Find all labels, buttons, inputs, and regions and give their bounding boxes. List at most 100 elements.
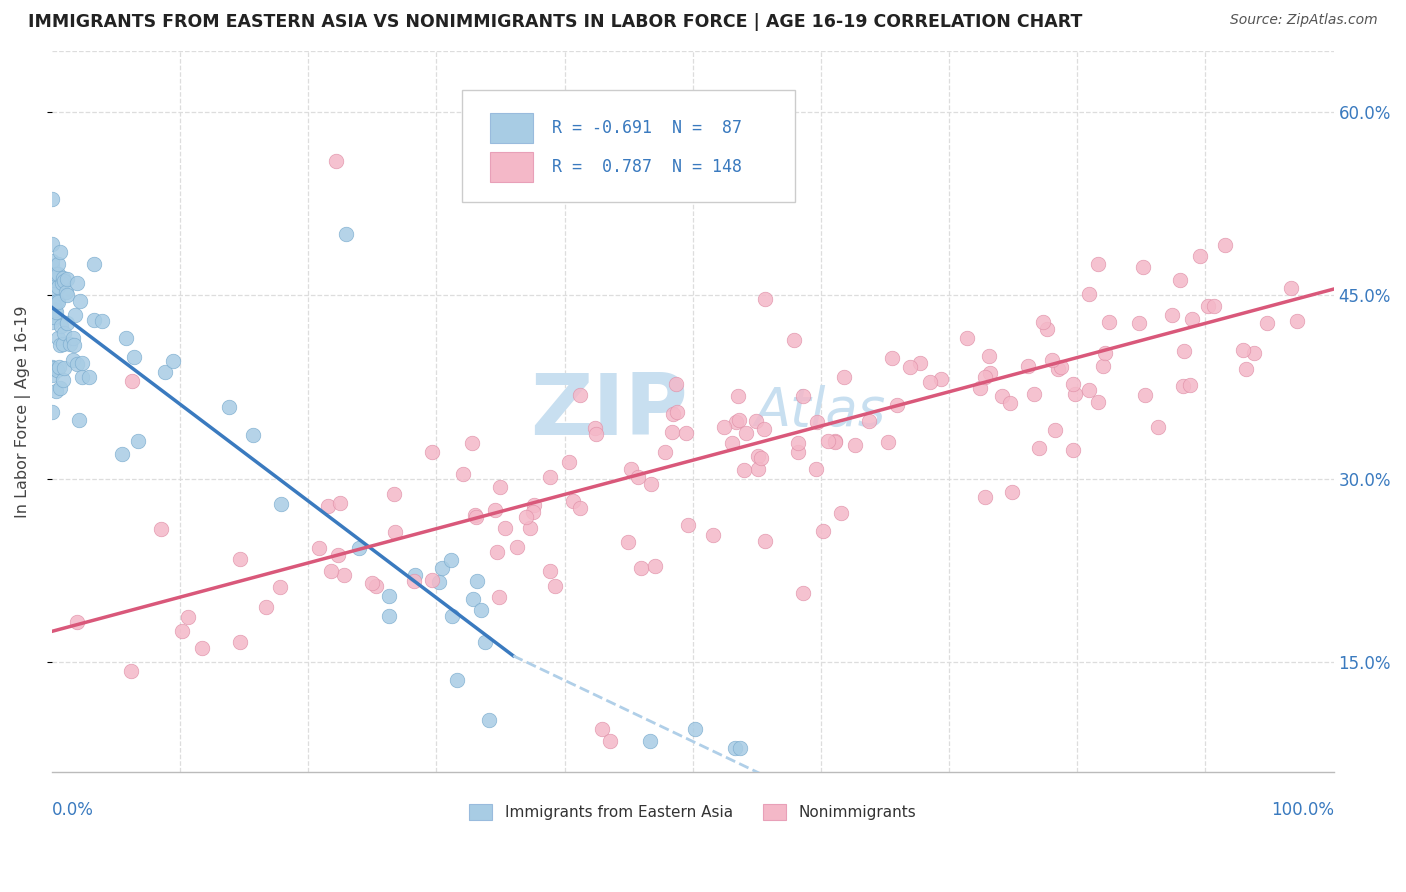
Immigrants from Eastern Asia	[44, 310, 66, 325]
Nonimmigrants	[792, 586, 814, 600]
Immigrants from Eastern Asia	[46, 331, 69, 345]
Immigrants from Eastern Asia	[446, 673, 468, 688]
Nonimmigrants	[1092, 359, 1115, 373]
Immigrants from Eastern Asia	[53, 326, 76, 340]
Immigrants from Eastern Asia	[45, 305, 67, 319]
Nonimmigrants	[908, 356, 931, 370]
Nonimmigrants	[844, 437, 866, 451]
Immigrants from Eastern Asia	[49, 245, 72, 260]
Nonimmigrants	[713, 420, 735, 434]
Immigrants from Eastern Asia	[122, 350, 145, 364]
Text: R =  0.787  N = 148: R = 0.787 N = 148	[551, 158, 742, 176]
Nonimmigrants	[880, 351, 903, 365]
Immigrants from Eastern Asia	[162, 354, 184, 368]
Nonimmigrants	[325, 153, 347, 168]
Immigrants from Eastern Asia	[83, 257, 105, 271]
Nonimmigrants	[66, 615, 89, 630]
Nonimmigrants	[538, 564, 561, 578]
Immigrants from Eastern Asia	[478, 713, 501, 727]
Text: 100.0%: 100.0%	[1271, 801, 1334, 819]
Nonimmigrants	[1063, 386, 1085, 401]
Nonimmigrants	[1285, 314, 1308, 328]
Immigrants from Eastern Asia	[70, 370, 93, 384]
Nonimmigrants	[561, 493, 583, 508]
Nonimmigrants	[974, 370, 997, 384]
Immigrants from Eastern Asia	[45, 384, 67, 399]
Nonimmigrants	[1050, 360, 1073, 375]
Nonimmigrants	[484, 503, 506, 517]
Nonimmigrants	[489, 480, 512, 494]
Immigrants from Eastern Asia	[48, 360, 70, 375]
Text: 0.0%: 0.0%	[52, 801, 94, 819]
Nonimmigrants	[1135, 388, 1157, 402]
Nonimmigrants	[830, 506, 852, 520]
Nonimmigrants	[488, 591, 510, 605]
Nonimmigrants	[1087, 395, 1109, 409]
Immigrants from Eastern Asia	[724, 740, 747, 755]
Immigrants from Eastern Asia	[41, 405, 63, 419]
Nonimmigrants	[120, 664, 142, 678]
Immigrants from Eastern Asia	[66, 357, 89, 371]
Nonimmigrants	[665, 376, 688, 391]
Nonimmigrants	[727, 389, 749, 403]
Nonimmigrants	[172, 624, 194, 638]
Nonimmigrants	[979, 366, 1001, 380]
Nonimmigrants	[519, 521, 541, 535]
Immigrants from Eastern Asia	[427, 575, 450, 590]
Nonimmigrants	[1047, 361, 1070, 376]
Immigrants from Eastern Asia	[41, 259, 63, 273]
Nonimmigrants	[229, 635, 252, 649]
Nonimmigrants	[811, 524, 834, 538]
Nonimmigrants	[1189, 249, 1212, 263]
Nonimmigrants	[745, 414, 768, 428]
Nonimmigrants	[464, 510, 486, 524]
Nonimmigrants	[1078, 383, 1101, 397]
Nonimmigrants	[886, 398, 908, 412]
Nonimmigrants	[1036, 321, 1059, 335]
Nonimmigrants	[654, 445, 676, 459]
Nonimmigrants	[832, 370, 855, 384]
Nonimmigrants	[1173, 343, 1195, 358]
Immigrants from Eastern Asia	[59, 336, 82, 351]
Nonimmigrants	[665, 405, 688, 419]
Immigrants from Eastern Asia	[46, 293, 69, 308]
Nonimmigrants	[991, 389, 1014, 403]
Immigrants from Eastern Asia	[46, 279, 69, 293]
Text: Source: ZipAtlas.com: Source: ZipAtlas.com	[1230, 13, 1378, 28]
Nonimmigrants	[1168, 273, 1191, 287]
Nonimmigrants	[1243, 346, 1265, 360]
Nonimmigrants	[1032, 315, 1054, 329]
Immigrants from Eastern Asia	[44, 267, 66, 281]
Nonimmigrants	[640, 477, 662, 491]
Nonimmigrants	[804, 461, 827, 475]
Nonimmigrants	[735, 426, 758, 441]
Immigrants from Eastern Asia	[42, 269, 65, 284]
Immigrants from Eastern Asia	[127, 434, 149, 448]
Immigrants from Eastern Asia	[41, 316, 63, 330]
Nonimmigrants	[254, 600, 277, 615]
Nonimmigrants	[538, 469, 561, 483]
Immigrants from Eastern Asia	[52, 270, 75, 285]
Nonimmigrants	[956, 331, 979, 345]
Nonimmigrants	[977, 349, 1000, 363]
Immigrants from Eastern Asia	[42, 273, 65, 287]
Nonimmigrants	[727, 412, 749, 426]
Nonimmigrants	[702, 528, 724, 542]
Nonimmigrants	[725, 415, 748, 429]
Nonimmigrants	[1062, 443, 1084, 458]
Immigrants from Eastern Asia	[115, 331, 138, 345]
Nonimmigrants	[824, 434, 846, 449]
Immigrants from Eastern Asia	[378, 609, 401, 624]
Nonimmigrants	[676, 517, 699, 532]
Nonimmigrants	[792, 389, 814, 403]
Nonimmigrants	[1232, 343, 1254, 357]
Nonimmigrants	[599, 734, 621, 748]
Nonimmigrants	[1043, 423, 1066, 437]
Immigrants from Eastern Asia	[62, 331, 84, 345]
Immigrants from Eastern Asia	[218, 401, 240, 415]
Nonimmigrants	[333, 568, 356, 582]
Nonimmigrants	[177, 610, 200, 624]
Nonimmigrants	[754, 292, 776, 306]
Nonimmigrants	[969, 381, 991, 395]
Nonimmigrants	[583, 421, 606, 435]
